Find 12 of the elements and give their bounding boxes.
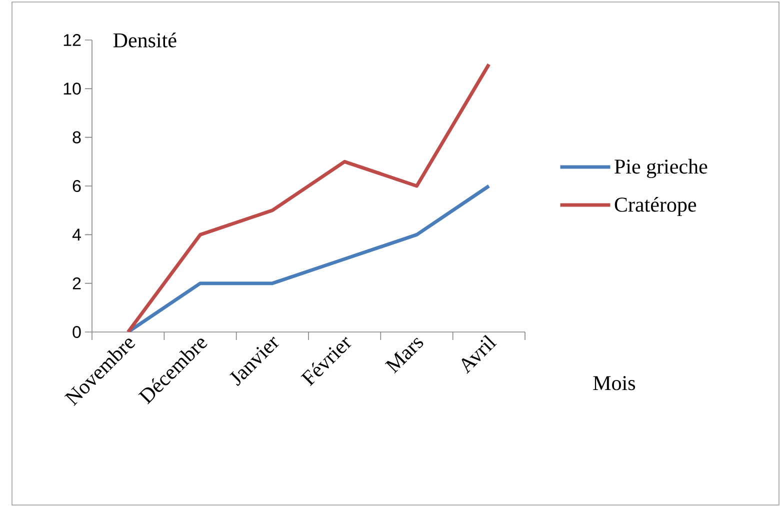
y-tick-label: 12 [64,34,81,46]
y-tick-label: 10 [64,82,81,95]
y-tick-label: 0 [72,326,81,338]
legend-label: Cratérope [614,196,696,216]
y-tick-label: 2 [72,277,81,290]
x-axis-title: Mois [593,376,636,390]
y-tick-label: 8 [72,131,81,144]
legend-label: Pie grieche [614,158,708,178]
line-series [126,62,491,332]
y-tick-label: 4 [72,228,81,241]
y-axis-title: Densité [113,32,176,48]
y-tick-label: 6 [72,180,81,192]
